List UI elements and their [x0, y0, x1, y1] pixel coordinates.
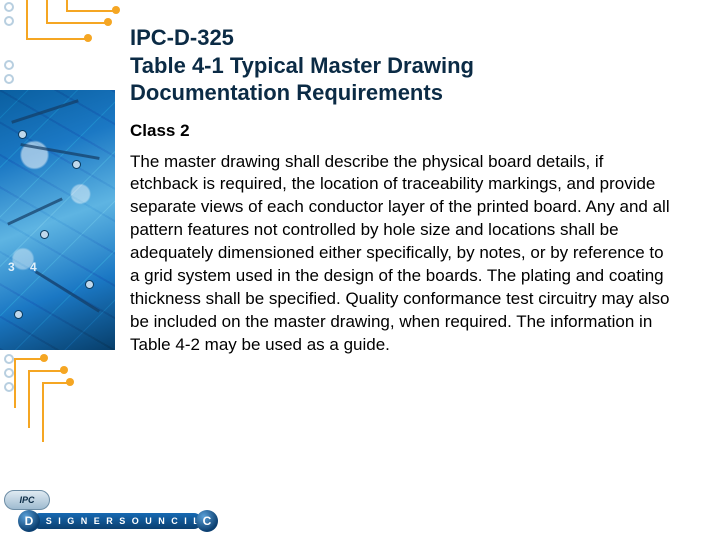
dc-letter-d: D — [18, 510, 40, 532]
heading-line-1: IPC-D-325 — [130, 24, 690, 52]
subheading-class: Class 2 — [130, 121, 690, 141]
sidebar-decorative — [0, 0, 115, 540]
sidebar-top-decor — [0, 0, 115, 90]
ipc-logo: IPC — [4, 490, 50, 510]
designers-council-logo: E S I G N E R S O U N C I L D C — [10, 510, 240, 532]
designers-council-text: E S I G N E R S O U N C I L — [32, 513, 202, 529]
heading-line-3: Documentation Requirements — [130, 79, 690, 107]
content-area: IPC-D-325 Table 4-1 Typical Master Drawi… — [130, 24, 690, 357]
body-paragraph: The master drawing shall describe the ph… — [130, 151, 675, 357]
heading-line-2: Table 4-1 Typical Master Drawing — [130, 52, 690, 80]
dc-letter-c: C — [196, 510, 218, 532]
sidebar-pcb-art — [0, 90, 115, 350]
footer-logos: IPC E S I G N E R S O U N C I L D C — [4, 488, 364, 534]
